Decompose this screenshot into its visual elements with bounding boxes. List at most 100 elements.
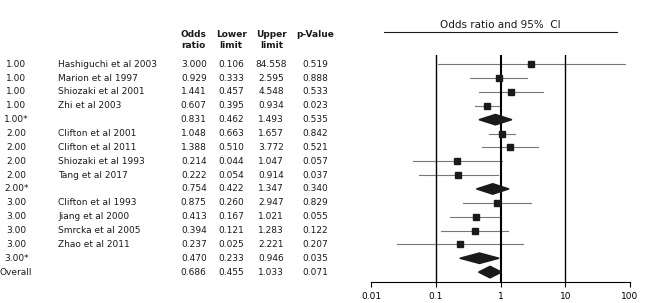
- Text: 0.663: 0.663: [218, 129, 244, 138]
- Text: 0.044: 0.044: [218, 157, 244, 166]
- Text: 0.207: 0.207: [302, 240, 328, 249]
- Text: 0.914: 0.914: [258, 171, 284, 180]
- Text: 0.875: 0.875: [181, 198, 207, 207]
- Text: 0.462: 0.462: [218, 115, 244, 124]
- Text: 0.037: 0.037: [302, 171, 328, 180]
- Text: 2.00: 2.00: [6, 129, 26, 138]
- Text: 2.595: 2.595: [258, 74, 284, 83]
- Text: 2.00: 2.00: [6, 143, 26, 152]
- Text: 4.548: 4.548: [258, 88, 284, 96]
- Text: Overall: Overall: [0, 268, 32, 277]
- Text: 1.00: 1.00: [6, 88, 26, 96]
- Text: 2.947: 2.947: [258, 198, 284, 207]
- Text: Odds ratio and 95%  CI: Odds ratio and 95% CI: [441, 20, 561, 30]
- Text: 0.946: 0.946: [258, 254, 284, 263]
- Text: 1.00: 1.00: [6, 101, 26, 110]
- Text: 0.929: 0.929: [181, 74, 207, 83]
- Text: 0.333: 0.333: [218, 74, 244, 83]
- Text: Upper
limit: Upper limit: [256, 30, 287, 50]
- Text: 0.686: 0.686: [181, 268, 207, 277]
- Text: Zhao et al 2011: Zhao et al 2011: [58, 240, 130, 249]
- Text: 0.035: 0.035: [302, 254, 328, 263]
- Text: 84.558: 84.558: [256, 60, 287, 69]
- Text: 1.00: 1.00: [6, 74, 26, 83]
- Text: 0.167: 0.167: [218, 212, 244, 221]
- Text: 0.106: 0.106: [218, 60, 244, 69]
- Text: 2.00: 2.00: [6, 157, 26, 166]
- Text: 0.413: 0.413: [181, 212, 207, 221]
- Text: 0.122: 0.122: [302, 226, 328, 235]
- Text: Shiozaki et al 2001: Shiozaki et al 2001: [58, 88, 145, 96]
- Text: 0.054: 0.054: [218, 171, 244, 180]
- Text: 0.457: 0.457: [218, 88, 244, 96]
- Text: 0.233: 0.233: [218, 254, 244, 263]
- Text: 3.00: 3.00: [6, 240, 26, 249]
- Text: 1.657: 1.657: [258, 129, 284, 138]
- Text: 0.055: 0.055: [302, 212, 328, 221]
- Text: 1.033: 1.033: [258, 268, 284, 277]
- Text: Jiang et al 2000: Jiang et al 2000: [58, 212, 129, 221]
- Text: 1.283: 1.283: [258, 226, 284, 235]
- Text: 0.521: 0.521: [302, 143, 328, 152]
- Text: 0.071: 0.071: [302, 268, 328, 277]
- Text: Shiozaki et al 1993: Shiozaki et al 1993: [58, 157, 145, 166]
- Text: 0.888: 0.888: [302, 74, 328, 83]
- Text: 1.021: 1.021: [258, 212, 284, 221]
- Text: 0.422: 0.422: [218, 185, 244, 193]
- Text: 3.00*: 3.00*: [4, 254, 28, 263]
- Text: 0.455: 0.455: [218, 268, 244, 277]
- Text: 0.394: 0.394: [181, 226, 207, 235]
- Text: 3.00: 3.00: [6, 198, 26, 207]
- Text: 1.00*: 1.00*: [4, 115, 28, 124]
- Text: Hashiguchi et al 2003: Hashiguchi et al 2003: [58, 60, 157, 69]
- Text: 0.023: 0.023: [302, 101, 328, 110]
- Text: Smrcka et al 2005: Smrcka et al 2005: [58, 226, 141, 235]
- Text: 0.237: 0.237: [181, 240, 207, 249]
- Text: 1.441: 1.441: [181, 88, 207, 96]
- Text: 2.221: 2.221: [258, 240, 284, 249]
- Text: 1.047: 1.047: [258, 157, 284, 166]
- Text: 0.533: 0.533: [302, 88, 328, 96]
- Text: 2.00*: 2.00*: [4, 185, 28, 193]
- Text: 0.510: 0.510: [218, 143, 244, 152]
- Text: 1.048: 1.048: [181, 129, 207, 138]
- Text: 0.607: 0.607: [181, 101, 207, 110]
- Text: 0.535: 0.535: [302, 115, 328, 124]
- Text: Odds
ratio: Odds ratio: [181, 30, 207, 50]
- Text: 2.00: 2.00: [6, 171, 26, 180]
- Text: 0.057: 0.057: [302, 157, 328, 166]
- Text: 0.470: 0.470: [181, 254, 207, 263]
- Text: Lower
limit: Lower limit: [216, 30, 247, 50]
- Text: Marion et al 1997: Marion et al 1997: [58, 74, 138, 83]
- Text: 1.00: 1.00: [6, 60, 26, 69]
- Text: 0.754: 0.754: [181, 185, 207, 193]
- Text: 0.121: 0.121: [218, 226, 244, 235]
- Text: 1.388: 1.388: [181, 143, 207, 152]
- Text: 0.260: 0.260: [218, 198, 244, 207]
- Text: 1.347: 1.347: [258, 185, 284, 193]
- Text: 0.519: 0.519: [302, 60, 328, 69]
- Text: Zhi et al 2003: Zhi et al 2003: [58, 101, 121, 110]
- Polygon shape: [479, 266, 501, 278]
- Text: 3.000: 3.000: [181, 60, 207, 69]
- Text: Clifton et al 2001: Clifton et al 2001: [58, 129, 136, 138]
- Text: 0.340: 0.340: [302, 185, 328, 193]
- Text: 3.00: 3.00: [6, 226, 26, 235]
- Polygon shape: [477, 184, 509, 194]
- Text: 1.493: 1.493: [258, 115, 284, 124]
- Text: 0.025: 0.025: [218, 240, 244, 249]
- Text: 0.842: 0.842: [302, 129, 328, 138]
- Polygon shape: [460, 253, 499, 264]
- Text: 0.214: 0.214: [181, 157, 207, 166]
- Text: 3.00: 3.00: [6, 212, 26, 221]
- Text: 0.934: 0.934: [258, 101, 284, 110]
- Text: Tang et al 2017: Tang et al 2017: [58, 171, 128, 180]
- Text: 0.395: 0.395: [218, 101, 244, 110]
- Text: Clifton et al 2011: Clifton et al 2011: [58, 143, 136, 152]
- Text: p-Value: p-Value: [297, 30, 334, 39]
- Text: 0.222: 0.222: [181, 171, 207, 180]
- Polygon shape: [479, 115, 512, 125]
- Text: 0.831: 0.831: [181, 115, 207, 124]
- Text: 3.772: 3.772: [258, 143, 284, 152]
- Text: 0.829: 0.829: [302, 198, 328, 207]
